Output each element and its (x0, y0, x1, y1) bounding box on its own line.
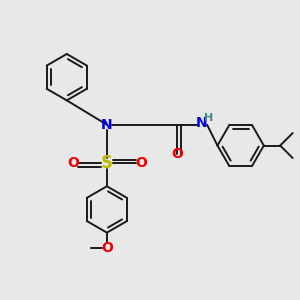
Text: N: N (196, 116, 208, 130)
Text: N: N (101, 118, 113, 132)
Text: O: O (171, 148, 183, 161)
Text: O: O (135, 156, 147, 170)
Text: O: O (67, 156, 79, 170)
Text: S: S (101, 154, 113, 172)
Text: O: O (101, 241, 113, 255)
Text: H: H (204, 113, 213, 123)
